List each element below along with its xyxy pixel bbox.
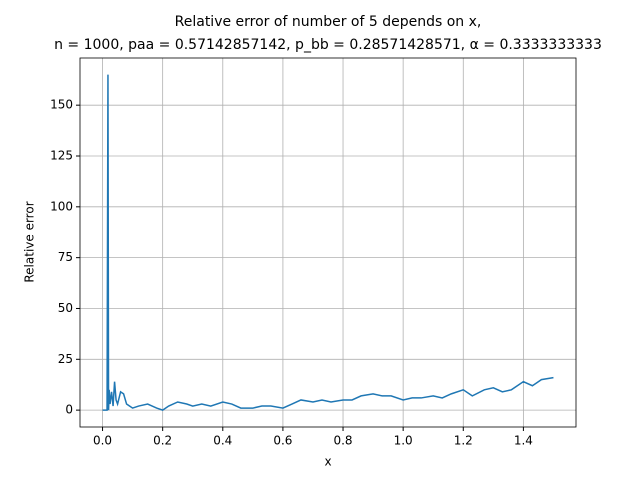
x-tick-label: 1.2 bbox=[454, 434, 473, 448]
y-tick-label: 150 bbox=[50, 98, 73, 112]
y-axis-label: Relative error bbox=[23, 201, 37, 282]
y-tick-label: 100 bbox=[50, 199, 73, 213]
chart-subtitle: n = 1000, paa = 0.57142857142, p_bb = 0.… bbox=[54, 37, 602, 53]
y-tick-label: 50 bbox=[58, 301, 73, 315]
y-tick-label: 25 bbox=[58, 352, 73, 366]
x-tick-label: 1.0 bbox=[394, 434, 413, 448]
x-tick-label: 0.2 bbox=[153, 434, 172, 448]
data-line bbox=[102, 74, 554, 411]
y-tick-label: 75 bbox=[58, 250, 73, 264]
y-tick-label: 125 bbox=[50, 148, 73, 162]
y-tick-label: 0 bbox=[65, 403, 73, 417]
x-tick-label: 0.6 bbox=[273, 434, 292, 448]
x-tick-label: 1.4 bbox=[514, 434, 533, 448]
x-tick-label: 0.8 bbox=[333, 434, 352, 448]
x-tick-label: 0.4 bbox=[213, 434, 232, 448]
x-tick-label: 0.0 bbox=[93, 434, 112, 448]
plot-frame bbox=[79, 57, 577, 428]
chart-title: Relative error of number of 5 depends on… bbox=[175, 14, 482, 30]
x-axis-label: x bbox=[324, 455, 331, 469]
